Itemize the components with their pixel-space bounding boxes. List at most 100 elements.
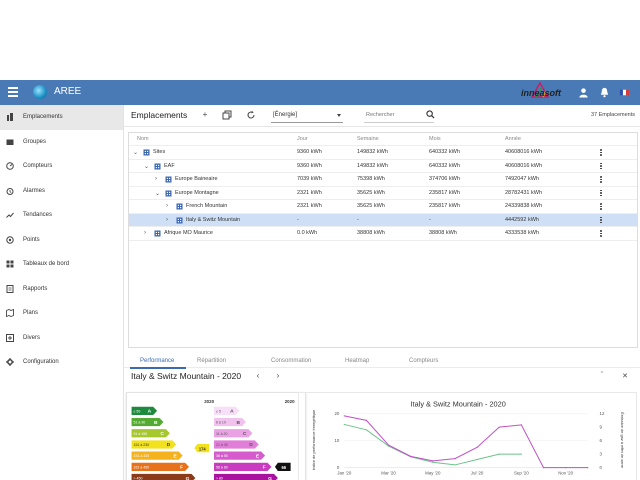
previous-year-button[interactable]: ‹ — [256, 371, 260, 380]
sidebar-item-alarmes[interactable]: Alarmes — [0, 179, 123, 204]
ghg-class-range: > 80 — [216, 477, 223, 480]
x-tick-label: Jul '20 — [471, 470, 484, 475]
hamburger-menu-icon[interactable] — [8, 87, 18, 97]
series-point — [542, 467, 545, 469]
tree-cell-jour: 7039 kWh — [297, 176, 322, 182]
page-title: Emplacements — [131, 110, 188, 120]
tree-cell-semaine: 149832 kWh — [357, 149, 388, 155]
report-icon — [6, 284, 14, 293]
tree-row[interactable]: ⌄ Europe Montagne 2321 kWh 35625 kWh 235817 … — [129, 187, 637, 200]
sidebar-item-points[interactable]: Points — [0, 228, 123, 253]
energy-class-bar-b — [131, 417, 164, 427]
tree-cell-annee: 4442592 kWh — [505, 216, 539, 223]
tree-cell-semaine: 38808 kWh — [357, 230, 385, 236]
tree-row[interactable]: › Italy & Switz Mountain - - - 4442592 kWh — [129, 213, 637, 227]
search-icon[interactable] — [426, 110, 435, 119]
series-point — [565, 467, 567, 469]
bell-icon[interactable] — [599, 87, 610, 98]
gauge-icon — [6, 162, 14, 170]
tree-cell-annee: 24339838 kWh — [505, 203, 542, 209]
chevron-right-icon[interactable]: › — [155, 176, 157, 182]
detail-title: Italy & Switz Mountain - 2020 — [131, 371, 242, 381]
energy-class-range: 231 à 330 — [134, 454, 150, 458]
ghg-class-bar-f — [214, 462, 272, 471]
refresh-icon[interactable] — [246, 110, 256, 120]
more-options-icon[interactable] — [599, 189, 603, 198]
search-input[interactable] — [364, 108, 434, 123]
tree-cell-jour: - — [297, 216, 299, 223]
app-title: AREE — [54, 86, 82, 97]
sidebar-item-rapports[interactable]: Rapports — [0, 277, 123, 302]
building-icon — [7, 113, 13, 121]
sidebar-item-tendances[interactable]: Tendances — [0, 203, 123, 228]
x-tick-label: Mar '20 — [381, 470, 396, 475]
y2-tick-label: 0 — [600, 465, 603, 470]
tab-repartition[interactable]: Répartition — [197, 358, 227, 364]
sidebar-item-label: Points — [23, 236, 40, 243]
more-options-icon[interactable] — [599, 216, 603, 225]
more-options-icon[interactable] — [599, 176, 603, 184]
tree-row-name: Italy & Switz Mountain — [186, 216, 241, 223]
more-options-icon[interactable] — [599, 162, 603, 171]
x-tick-label: Sep '20 — [514, 470, 529, 475]
tree-cell-mois: 640332 kWh — [429, 149, 460, 155]
energy-type-select[interactable]: [Énergie] — [271, 108, 343, 123]
series-point — [387, 444, 390, 446]
sidebar-item-compteurs[interactable]: Compteurs — [0, 154, 123, 179]
performance-chart: Italy & Switz Mountain - 2020 0 10 20 0 3 6 9 1… — [298, 392, 637, 480]
chevron-right-icon[interactable]: › — [166, 216, 168, 223]
tree-cell-jour: 9360 kWh — [297, 149, 322, 155]
column-header-nom[interactable]: Nom — [137, 136, 149, 142]
sidebar-item-emplacements[interactable]: Emplacements — [0, 105, 123, 130]
sidebar-item-groupes[interactable]: Groupes — [0, 130, 123, 155]
tab-heatmap[interactable]: Heatmap — [345, 358, 370, 364]
sidebar-item-plans[interactable]: Plans — [0, 301, 123, 326]
tree-row-name: EAF — [164, 162, 175, 169]
tree-row[interactable]: ⌄ Sites 9360 kWh 149832 kWh 640332 kWh 406080… — [129, 146, 637, 160]
add-button[interactable]: + — [202, 110, 208, 119]
point-icon — [6, 235, 14, 244]
sidebar-item-divers[interactable]: Divers — [0, 326, 123, 351]
energy-type-value: [Énergie] — [273, 112, 298, 118]
tree-row[interactable]: › French Mountain 2321 kWh 35625 kWh 235817 … — [129, 200, 637, 214]
sidebar-item-label: Configuration — [23, 359, 59, 366]
series-point — [365, 429, 368, 431]
more-options-icon[interactable] — [599, 149, 603, 157]
energy-class-letter: F — [180, 465, 183, 471]
chevron-right-icon[interactable]: › — [144, 230, 146, 236]
tab-consommation[interactable]: Consommation — [271, 358, 312, 364]
column-header-mois[interactable]: Mois — [429, 136, 441, 142]
chevron-down-icon[interactable]: ⌄ — [133, 150, 139, 156]
chevron-down-icon[interactable]: ⌄ — [144, 163, 150, 170]
top-bar: AREE — [0, 80, 640, 105]
energy-class-letter: D — [167, 442, 171, 448]
chevron-right-icon[interactable]: › — [166, 203, 168, 209]
more-options-icon[interactable] — [599, 230, 603, 238]
sidebar-item-tableaux-de-bord[interactable]: Tableaux de bord — [0, 252, 123, 277]
y-tick-label: 0 — [337, 465, 340, 470]
energy-class-range: 331 à 450 — [134, 465, 150, 469]
copy-icon[interactable] — [222, 110, 232, 120]
collapse-panel-icon[interactable]: ˆ — [600, 372, 604, 379]
column-header-annee[interactable]: Année — [505, 136, 521, 142]
next-year-button[interactable]: › — [276, 371, 280, 380]
column-header-semaine[interactable]: Semaine — [357, 136, 379, 142]
tree-row[interactable]: › Europe Baineaire 7039 kWh 75398 kWh 374706… — [129, 173, 637, 187]
sidebar-item-configuration[interactable]: Configuration — [0, 350, 123, 375]
more-options-icon[interactable] — [599, 203, 603, 211]
chevron-down-icon[interactable]: ⌄ — [155, 190, 161, 197]
tree-cell-mois: 235817 kWh — [429, 203, 460, 209]
alarm-icon — [6, 187, 14, 195]
close-panel-icon[interactable]: ✕ — [622, 373, 628, 380]
tab-compteurs[interactable]: Compteurs — [409, 358, 439, 364]
column-header-jour[interactable]: Jour — [297, 136, 308, 142]
tab-performance[interactable]: Performance — [140, 358, 175, 364]
energy-class-bar-a — [131, 406, 158, 415]
ghg-class-letter: C — [243, 431, 247, 437]
user-icon[interactable] — [578, 87, 589, 98]
sidebar-item-label: Plans — [23, 310, 39, 317]
flag-icon[interactable] — [619, 87, 630, 98]
tree-row[interactable]: ⌄ EAF 9360 kWh 149832 kWh 640332 kWh 40608016… — [129, 160, 637, 173]
dashboard-icon — [6, 260, 14, 268]
tree-row[interactable]: › Afrique MO Maurice 0.0 kWh 38808 kWh 38808… — [129, 227, 637, 241]
